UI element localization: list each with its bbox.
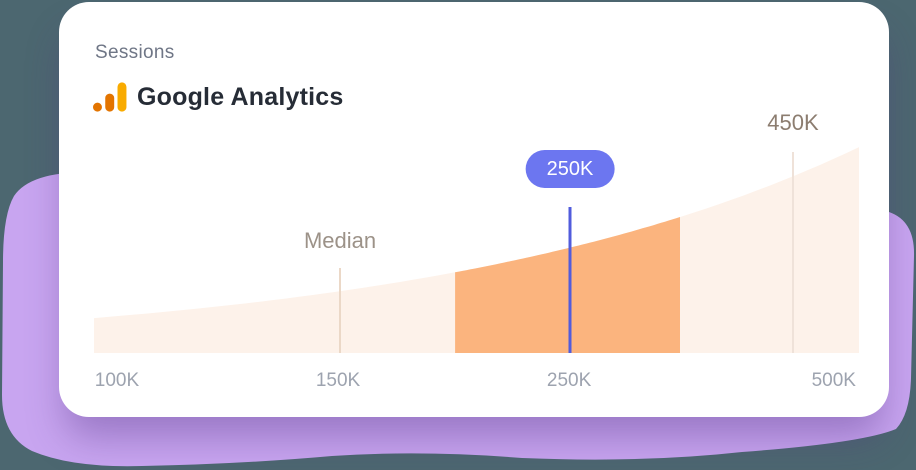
median-label: Median: [303, 228, 377, 253]
analytics-card: Sessions Google Analytics Median 450K 25…: [59, 2, 889, 417]
source-row: Google Analytics: [93, 82, 343, 112]
target-value-label: 450K: [767, 110, 819, 135]
sessions-area-chart: [94, 147, 859, 353]
current-value-badge[interactable]: 250K: [525, 150, 615, 188]
x-tick-150k: 150K: [315, 370, 361, 391]
x-tick-100k: 100K: [94, 370, 140, 391]
highlight-band: [455, 217, 680, 353]
x-tick-250k: 250K: [546, 370, 592, 391]
google-analytics-icon: [93, 82, 127, 112]
metric-label: Sessions: [95, 42, 175, 63]
source-name: Google Analytics: [137, 82, 344, 111]
x-axis: 100K 150K 250K 500K: [59, 370, 889, 394]
x-tick-500k: 500K: [811, 370, 856, 391]
